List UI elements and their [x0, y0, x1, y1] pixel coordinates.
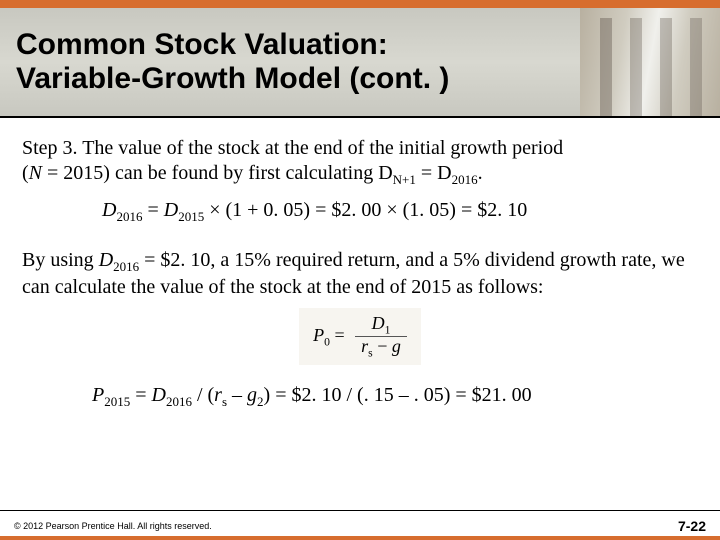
- p2-var-d: D: [99, 249, 113, 271]
- eq1-eq: =: [142, 199, 163, 221]
- p2-sub1: 2016: [113, 259, 139, 274]
- p1-period: .: [478, 162, 483, 184]
- slide-body: Step 3. The value of the stock at the en…: [0, 118, 720, 411]
- title-line-1: Common Stock Valuation:: [16, 28, 388, 61]
- formula-image: P0 = D1rs − g: [299, 308, 421, 366]
- eq2-g: g: [247, 384, 257, 406]
- page-number: 7-22: [678, 518, 706, 534]
- paragraph-1: Step 3. The value of the stock at the en…: [22, 136, 698, 188]
- paragraph-2: By using D2016 = $2. 10, a 15% required …: [22, 248, 698, 300]
- formula-num-sub: 1: [385, 323, 391, 336]
- eq2-minus: –: [227, 384, 247, 406]
- p2-text-a: By using: [22, 249, 99, 271]
- eq2-r: r: [214, 384, 222, 406]
- eq2-eq: =: [130, 384, 151, 406]
- formula-eq: =: [330, 325, 349, 345]
- eq2-sub1: 2015: [104, 394, 130, 409]
- copyright-text: © 2012 Pearson Prentice Hall. All rights…: [14, 521, 212, 531]
- p1-sub-2016: 2016: [452, 172, 478, 187]
- slide-header: Common Stock Valuation: Variable-Growth …: [0, 8, 720, 116]
- eq1-rest: × (1 + 0. 05) = $2. 00 × (1. 05) = $2. 1…: [204, 199, 527, 221]
- slide-title: Common Stock Valuation: Variable-Growth …: [16, 28, 449, 97]
- title-line-2: Variable-Growth Model (cont. ): [16, 62, 449, 95]
- eq2-div: / (: [192, 384, 214, 406]
- formula-fraction: D1rs − g: [355, 314, 407, 360]
- eq2-sub2: 2016: [166, 394, 192, 409]
- header-decorative-image: [580, 8, 720, 116]
- p1-text-d: = D: [416, 162, 452, 184]
- equation-1: D2016 = D2015 × (1 + 0. 05) = $2. 00 × (…: [22, 198, 698, 225]
- p1-paren: (: [22, 162, 29, 184]
- eq1-sub2: 2015: [178, 209, 204, 224]
- p1-sub-nplus1: N+1: [393, 172, 416, 187]
- formula-num-d: D: [372, 313, 385, 333]
- formula-p: P: [313, 325, 324, 345]
- eq2-rest: ) = $2. 10 / (. 15 – . 05) = $21. 00: [264, 384, 532, 406]
- p1-text-c: = 2015) can be found by first calculatin…: [42, 162, 393, 184]
- eq2-p: P: [92, 384, 104, 406]
- bottom-accent-bar: [0, 536, 720, 540]
- eq1-sub1: 2016: [116, 209, 142, 224]
- eq1-d2: D: [164, 199, 178, 221]
- eq2-d: D: [152, 384, 166, 406]
- p1-var-n: N: [29, 162, 42, 184]
- equation-2: P2015 = D2016 / (rs – g2) = $2. 10 / (. …: [22, 383, 698, 410]
- formula-den-minus: −: [373, 336, 392, 356]
- formula-den-g: g: [392, 336, 401, 356]
- top-accent-bar: [0, 0, 720, 8]
- p1-text-a: Step 3. The value of the stock at the en…: [22, 137, 563, 159]
- eq1-d1: D: [102, 199, 116, 221]
